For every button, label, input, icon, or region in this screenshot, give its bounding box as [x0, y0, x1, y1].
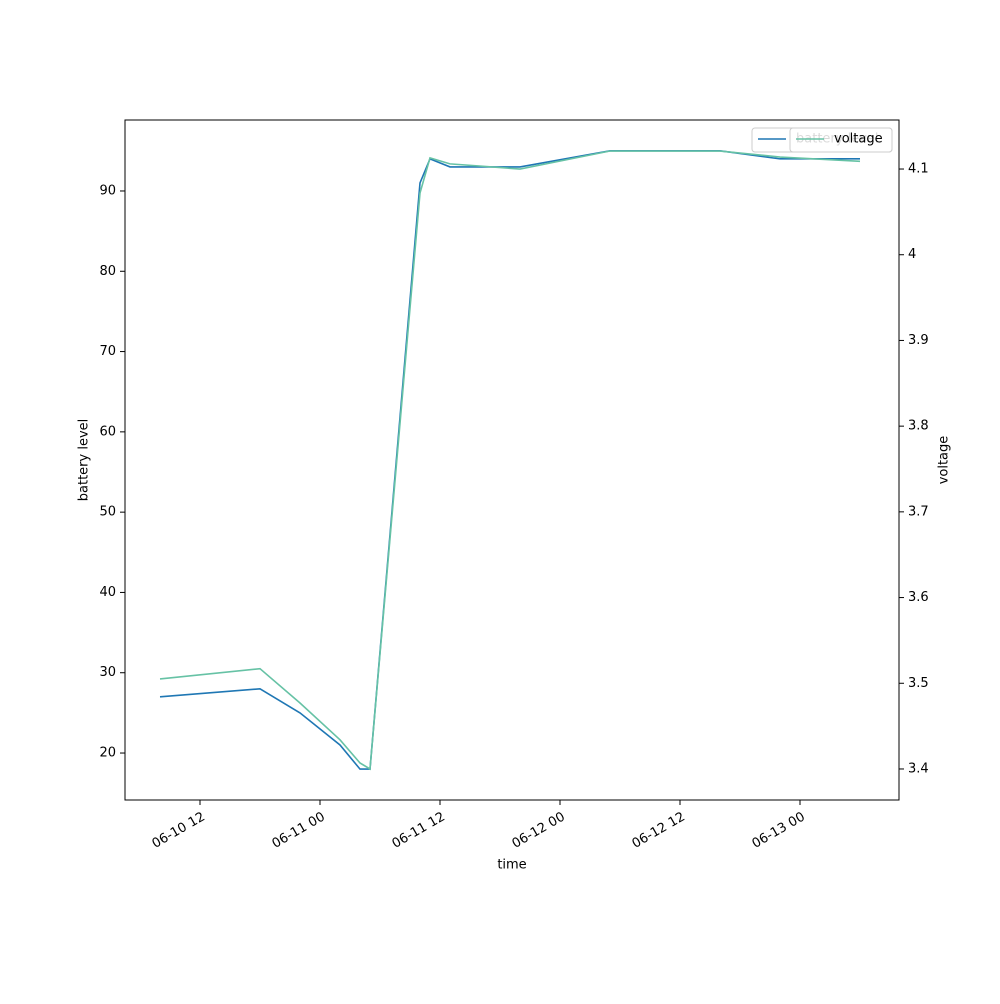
legend-box [789, 127, 893, 153]
series-line [159, 150, 861, 771]
y-tick-label: 20 [99, 746, 116, 761]
y-tick-label: 50 [99, 505, 116, 520]
y-tick-label: 90 [99, 183, 116, 198]
plot-frame [124, 119, 900, 801]
x-tick-label: 06-12 12 [630, 810, 688, 852]
x-tick-label: 06-10 12 [150, 810, 208, 852]
x-axis-label: time [497, 858, 526, 873]
x-tick-label: 06-11 12 [390, 810, 448, 852]
y-tick-label: 40 [99, 585, 116, 600]
y-axis-label: battery level [77, 419, 92, 502]
x-tick-label: 06-11 00 [270, 810, 328, 852]
y2-tick-label: 3.7 [908, 504, 929, 519]
y-tick-label: 30 [99, 665, 116, 680]
y-tick-label: 80 [99, 264, 116, 279]
y2-tick-label: 3.9 [908, 333, 929, 348]
y-tick-label: 70 [99, 344, 116, 359]
y-tick-label: 60 [99, 424, 116, 439]
y2-axis-label: voltage [937, 436, 952, 485]
y2-tick-label: 4 [908, 247, 916, 262]
y2-tick-label: 4.1 [908, 162, 929, 177]
series-line [159, 150, 860, 770]
y2-tick-label: 3.4 [908, 761, 929, 776]
x-tick-label: 06-12 00 [510, 810, 568, 852]
y2-tick-label: 3.5 [908, 676, 929, 691]
y2-tick-label: 3.8 [908, 419, 929, 434]
x-tick-label: 06-13 00 [750, 810, 808, 852]
y2-tick-label: 3.6 [908, 590, 929, 605]
legend-label: voltage [834, 132, 883, 147]
